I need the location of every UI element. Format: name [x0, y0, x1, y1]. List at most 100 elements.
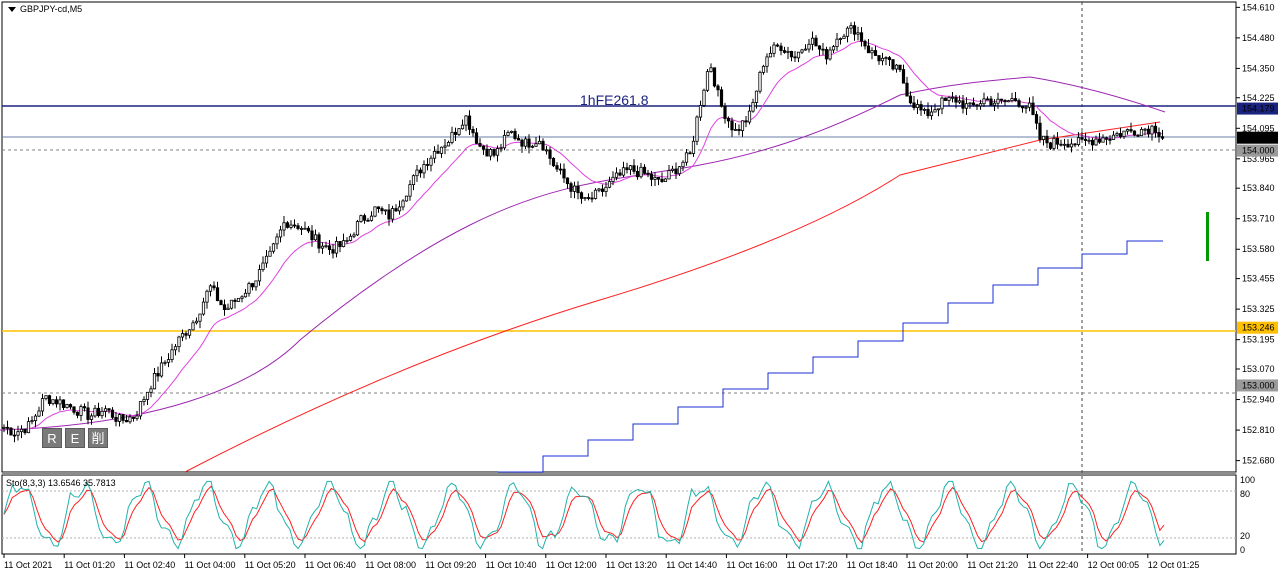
- candle-body: [1139, 128, 1144, 137]
- candle-body: [747, 110, 752, 123]
- candle-body: [191, 322, 195, 331]
- candle-body: [170, 349, 174, 360]
- candle-body: [758, 71, 762, 92]
- time-tick-label: 11 Oct 12:00: [546, 560, 597, 570]
- candle-body: [856, 32, 860, 35]
- candle-body: [513, 130, 517, 139]
- candle-body: [453, 131, 458, 135]
- candle-body: [369, 215, 374, 221]
- candle-body: [16, 431, 20, 436]
- candle-body: [166, 359, 171, 363]
- candle-body: [1038, 122, 1042, 140]
- candle-body: [257, 269, 262, 282]
- symbol-title[interactable]: GBPJPY-cd,M5: [8, 4, 82, 14]
- time-tick-label: 11 Oct 20:00: [907, 560, 958, 570]
- candle-body: [670, 168, 675, 171]
- e-button[interactable]: E: [65, 428, 85, 448]
- candle-body: [516, 138, 521, 141]
- candle-body: [1129, 129, 1133, 132]
- dropdown-triangle-icon[interactable]: [8, 7, 16, 13]
- candle-body: [1069, 143, 1074, 148]
- candle-body: [996, 98, 1000, 104]
- candle-body: [425, 164, 430, 166]
- candle-body: [604, 186, 608, 192]
- candle-body: [418, 169, 423, 174]
- candle-body: [474, 132, 479, 144]
- candle-body: [523, 138, 528, 147]
- candle-body: [467, 115, 472, 130]
- panel-separator[interactable]: [2, 472, 1236, 475]
- candle-body: [677, 166, 682, 175]
- candle-body: [1157, 132, 1161, 138]
- fib-label[interactable]: 1hFE261.8: [580, 92, 649, 108]
- candle-body: [485, 148, 489, 157]
- candle-body: [985, 98, 990, 101]
- candle-body: [1101, 137, 1105, 143]
- candle-body: [1132, 130, 1137, 136]
- candle-body: [376, 206, 381, 210]
- candle-body: [299, 228, 304, 230]
- candle-body: [709, 67, 713, 73]
- time-tick-label: 11 Oct 22:40: [1027, 560, 1078, 570]
- candle-body: [390, 208, 395, 220]
- candle-body: [320, 245, 325, 249]
- candle-body: [663, 178, 668, 182]
- candle-body: [107, 408, 111, 411]
- candle-body: [5, 426, 10, 429]
- candle-body: [992, 102, 997, 106]
- candle-body: [135, 415, 139, 419]
- candle-body: [240, 296, 244, 299]
- candle-body: [282, 222, 286, 231]
- candle-body: [838, 38, 843, 40]
- candle-body: [261, 262, 265, 270]
- candle-body: [1153, 125, 1158, 133]
- candle-body: [793, 56, 797, 59]
- price-tick-label: 154.095: [1242, 123, 1275, 133]
- candle-body: [954, 96, 958, 103]
- candle-body: [432, 150, 437, 159]
- candle-body: [243, 292, 248, 298]
- candle-body: [394, 208, 398, 212]
- candle-body: [187, 329, 192, 336]
- time-axis[interactable]: 11 Oct 2021 11 Oct 01:20 11 Oct 02:40 11 Oc…: [3, 554, 1199, 570]
- candle-body: [124, 419, 129, 423]
- candle-body: [159, 362, 164, 377]
- candle-body: [590, 197, 594, 200]
- candle-body: [891, 59, 895, 70]
- main-plot-frame: [1, 1, 1237, 473]
- candle-body: [1006, 100, 1011, 103]
- r-button[interactable]: R: [42, 428, 62, 448]
- candle-body: [401, 200, 405, 208]
- candle-body: [264, 255, 269, 264]
- candle-body: [292, 224, 297, 227]
- price-tick-label: 153.455: [1242, 274, 1275, 284]
- candle-body: [201, 301, 206, 315]
- candle-body: [761, 65, 766, 73]
- candle-body: [128, 416, 132, 423]
- candle-body: [611, 176, 615, 182]
- candle-body: [1076, 137, 1081, 145]
- candles-group: [2, 21, 1165, 443]
- candle-body: [667, 170, 671, 180]
- candle-body: [810, 37, 815, 45]
- price-badge-current: [1237, 131, 1278, 144]
- symbol-title-text: GBPJPY-cd,M5: [20, 4, 83, 14]
- candle-body: [737, 129, 741, 131]
- candle-body: [408, 184, 412, 197]
- time-tick-label: 11 Oct 18:40: [847, 560, 898, 570]
- price-axis[interactable]: 154.610 154.480 154.350 154.225 154.095 153.9…: [1236, 2, 1275, 466]
- delete-button[interactable]: 削: [88, 428, 108, 448]
- candle-body: [54, 399, 59, 405]
- price-tick-label: 152.940: [1242, 395, 1275, 405]
- price-tick-label: 154.350: [1242, 63, 1275, 73]
- candle-body: [317, 234, 321, 249]
- candle-body: [1013, 98, 1018, 102]
- candle-body: [688, 152, 692, 155]
- candle-body: [79, 406, 83, 416]
- time-tick-label: 11 Oct 21:20: [967, 560, 1018, 570]
- candle-body: [327, 245, 332, 251]
- candle-body: [506, 132, 510, 136]
- candle-body: [576, 185, 580, 194]
- candle-body: [212, 285, 216, 289]
